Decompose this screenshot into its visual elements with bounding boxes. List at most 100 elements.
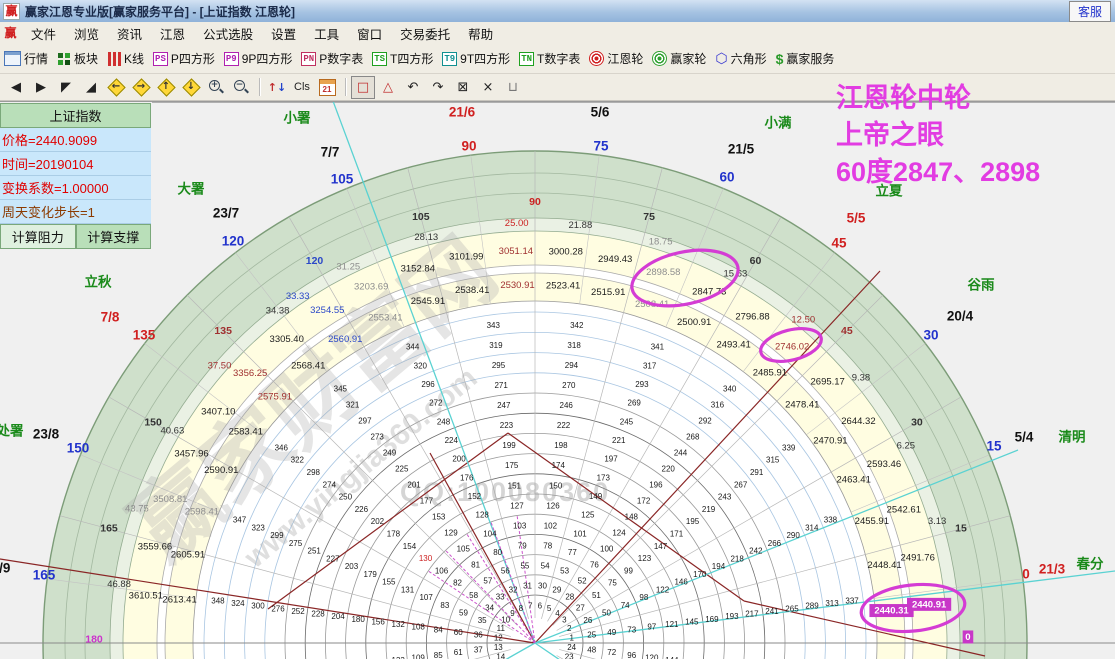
spiral-number: 36 (474, 631, 483, 640)
spiral-number: 294 (565, 361, 579, 370)
pattern-line-darkred (743, 600, 986, 657)
customer-service-button[interactable]: 客服 (1068, 0, 1111, 22)
toolbar-item-9T四方形[interactable]: T9 9T四方形 (442, 50, 510, 67)
outer-label-7/7: 7/7 (321, 145, 340, 160)
rotate-ccw-button[interactable]: ↶ (407, 79, 419, 95)
cls-button[interactable]: Cls (294, 81, 310, 93)
outer-label-5/4: 5/4 (1015, 430, 1034, 445)
triangle-tool-button[interactable]: △ (383, 79, 393, 95)
menu-item-工具[interactable]: 工具 (314, 27, 340, 42)
fraction-label: 18.75 (649, 237, 673, 248)
pointer-down-button[interactable]: ◢ (86, 79, 96, 95)
zoom-out-button[interactable]: − (229, 76, 253, 99)
annotation-line: 江恩轮中轮 (836, 83, 971, 113)
menu-item-江恩[interactable]: 江恩 (160, 27, 186, 42)
toolbar-item-T四方形[interactable]: TS T四方形 (372, 50, 433, 67)
menu-item-公式选股[interactable]: 公式选股 (203, 27, 254, 42)
menu-item-设置[interactable]: 设置 (271, 27, 297, 42)
menu-item-帮助[interactable]: 帮助 (468, 27, 494, 42)
trash-button[interactable]: ⊔ (507, 79, 519, 95)
outer-label-150: 150 (67, 441, 90, 456)
updown-button[interactable]: ↑↓ (267, 80, 287, 94)
spiral-number: 31 (523, 581, 532, 590)
spiral-number: 169 (705, 615, 719, 624)
spiral-number: 32 (509, 585, 518, 594)
spiral-number: 26 (583, 616, 592, 625)
spiral-number: 248 (437, 417, 451, 426)
spiral-number: 30 (538, 581, 547, 590)
spiral-number: 337 (845, 596, 859, 605)
spiral-number: 56 (501, 567, 510, 576)
outer-label-21/3: 21/3 (1039, 562, 1066, 577)
degree-label: 165 (100, 523, 118, 535)
spiral-number: 241 (765, 607, 779, 616)
toolbar-item-9P四方形[interactable]: P9 9P四方形 (223, 50, 292, 67)
spiral-number: 50 (602, 608, 611, 617)
rotate-cw-button[interactable]: ↷ (432, 79, 444, 95)
pattern-line-darkred (429, 452, 536, 644)
outer-label-45: 45 (831, 236, 847, 251)
menu-item-浏览[interactable]: 浏览 (74, 27, 100, 42)
fraction-label: 43.75 (125, 504, 149, 515)
move-up-button[interactable]: ↑ (154, 76, 178, 99)
square-tool-button[interactable]: □ (351, 75, 375, 99)
toolbar-item-赢家服务[interactable]: $ 赢家服务 (776, 50, 835, 67)
menu-item-窗口[interactable]: 窗口 (357, 27, 383, 42)
next-arrow-button[interactable]: ▶ (36, 79, 46, 95)
spiral-number: 127 (510, 501, 524, 510)
price-label-inner: 2568.41 (291, 360, 325, 371)
spiral-number: 247 (497, 401, 511, 410)
toolbar-item-T数字表[interactable]: TN T数字表 (519, 50, 580, 67)
move-down-button[interactable]: ↓ (179, 76, 203, 99)
spiral-number: 271 (494, 381, 508, 390)
menu-item-文件[interactable]: 文件 (31, 27, 57, 42)
degree-label: 30 (911, 416, 923, 428)
menu-item-交易委托[interactable]: 交易委托 (400, 27, 451, 42)
spiral-number: 266 (768, 539, 782, 548)
prev-arrow-button[interactable]: ◀ (11, 79, 21, 95)
toolbar-item-江恩轮[interactable]: 江恩轮 (589, 50, 643, 67)
spiral-number: 54 (541, 561, 550, 570)
toolbar-item-P四方形[interactable]: PS P四方形 (153, 50, 215, 67)
toolbar-item-赢家轮[interactable]: 赢家轮 (652, 50, 706, 67)
toolbar-item-K线[interactable]: K线 (107, 50, 144, 67)
degree-label: 105 (412, 211, 430, 223)
degree-label: 135 (214, 325, 232, 337)
spiral-number: 322 (291, 456, 305, 465)
outer-label-135: 135 (133, 328, 156, 343)
spiral-number: 345 (334, 384, 348, 393)
highlight-ellipse (630, 248, 740, 308)
spiral-number: 96 (627, 651, 636, 659)
fraction-label: 6.25 (897, 440, 916, 451)
radial-line (186, 294, 518, 626)
move-right-button[interactable]: → (129, 76, 153, 99)
spiral-number: 348 (211, 596, 225, 605)
pointer-up-button[interactable]: ◤ (61, 79, 71, 95)
price-label-outer: 2847.73 (692, 286, 726, 297)
zoom-in-button[interactable]: + (204, 76, 228, 99)
box-x-button[interactable]: ⊠ (457, 79, 469, 95)
cross-button[interactable]: × (482, 79, 494, 95)
radial-line (144, 343, 264, 436)
toolbar-item-六角形[interactable]: ⬡ 六角形 (715, 50, 766, 67)
t9-badge-icon: T9 (442, 51, 458, 66)
spiral-number: 3 (562, 616, 567, 625)
panel-button-计算阻力[interactable]: 计算阻力 (0, 224, 76, 249)
price-label-inner: 2485.91 (753, 367, 787, 378)
outer-label-75: 75 (593, 139, 609, 154)
toolbar-item-label: K线 (124, 52, 145, 66)
spiral-number: 296 (421, 380, 435, 389)
toolbar-separator (259, 78, 260, 96)
toolbar-item-板块[interactable]: 板块 (57, 50, 98, 67)
instrument-title: 上证指数 (0, 103, 151, 128)
toolbar-item-P数字表[interactable]: PN P数字表 (301, 50, 363, 67)
toolbar-item-label: 赢家服务 (786, 52, 835, 66)
menu-item-资讯[interactable]: 资讯 (117, 27, 143, 42)
highlight-box (869, 604, 914, 618)
outer-label-105: 105 (331, 172, 354, 187)
panel-button-计算支撑[interactable]: 计算支撑 (75, 224, 151, 249)
toolbar-item-行情[interactable]: 行情 (4, 50, 48, 67)
move-left-button[interactable]: ← (104, 76, 128, 99)
degree-label: 120 (306, 255, 324, 267)
calendar-button[interactable]: 21 (315, 76, 339, 99)
